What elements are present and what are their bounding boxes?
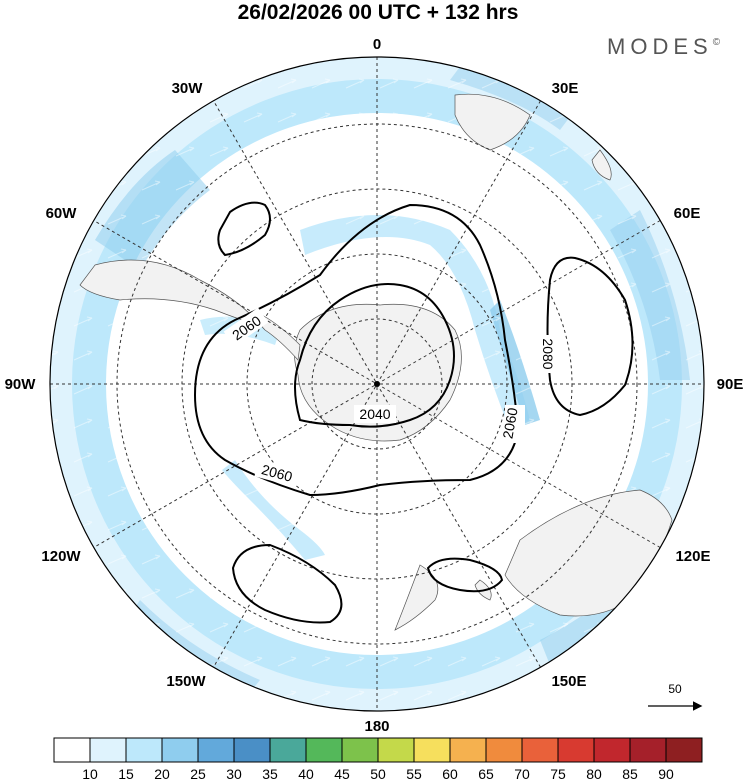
lon-label-150w: 150W [166,673,206,690]
contour-label-bg-5 [254,458,300,488]
colorbar-label: 55 [406,766,422,782]
meridian-150e [213,100,541,668]
lon-label-0: 0 [373,36,381,53]
colorbar-label: 60 [442,766,458,782]
colorbar-label: 20 [154,766,170,782]
colorbar-swatch [197,737,235,763]
colorbar-swatch [125,737,163,763]
lon-label-120e: 120E [675,548,710,565]
colorbar-label: 50 [370,766,386,782]
colorbar-label: 80 [586,766,602,782]
antarctica [294,304,462,442]
colorbar-swatch [485,737,523,763]
colorbar-label: 30 [226,766,242,782]
land-masses [79,93,673,631]
colorbar-swatch [269,737,307,763]
colorbar-swatch [53,737,91,763]
contour-small-high-west [217,201,271,257]
contour-label-bg-3 [505,405,525,443]
lon-label-30w: 30W [172,80,204,97]
colorbar-swatch [89,737,127,763]
contour-label-2: 2080 [540,338,556,369]
colorbar-label: 45 [334,766,350,782]
contour-label-bg-4 [354,405,396,423]
lon-label-90e: 90E [717,376,744,393]
colorbar: 10 15 20 25 30 35 40 45 50 55 60 65 70 75 80 85 90 [53,737,703,782]
contour-2060-main [193,203,520,497]
longitude-labels: 0 30E 60E 90E 120E 150E 180 150W 120W 90… [5,36,744,735]
colorbar-swatch [305,737,343,763]
meridian-30e [213,100,541,668]
colorbar-swatch [521,737,559,763]
colorbar-swatch [341,737,379,763]
colorbar-label: 90 [658,766,674,782]
contour-2060-south-east [426,557,504,593]
lon-label-60e: 60E [674,205,701,222]
brand-logo: MODES© [607,34,721,59]
contour-label-bg-2 [533,335,553,373]
meridian-60e [93,220,661,548]
colorbar-swatch [593,737,631,763]
colorbar-label: 65 [478,766,494,782]
colorbar-label: 15 [118,766,134,782]
contour-2060-south-west [231,543,343,624]
reference-vector-label: 50 [668,682,682,696]
lon-label-30e: 30E [552,80,579,97]
colorbar-swatch [161,737,199,763]
colorbar-label: 35 [262,766,278,782]
map-title: 26/02/2026 00 UTC + 132 hrs [238,1,519,24]
lon-label-90w: 90W [5,376,37,393]
madagascar [591,149,612,181]
colorbar-swatch [557,737,595,763]
colorbar-swatch [449,737,487,763]
colorbar-label: 25 [190,766,206,782]
map-disc-border [49,56,705,712]
colorbar-swatch [665,737,703,763]
lon-label-120w: 120W [41,548,81,565]
colorbar-label: 10 [82,766,98,782]
contour-2040 [294,283,455,428]
reference-vector: 50 [648,682,703,711]
africa-south [454,93,531,151]
colorbar-swatch [629,737,667,763]
meridian-120e [93,220,661,548]
colorbar-swatch [377,737,415,763]
lon-label-60w: 60W [46,205,78,222]
colorbar-label: 70 [514,766,530,782]
contour-label-3: 2060 [499,406,520,440]
colorbar-swatch [233,737,271,763]
colorbar-label: 75 [550,766,566,782]
colorbar-swatch [413,737,451,763]
contour-label-bg-1 [223,307,269,347]
pole-marker-icon [374,381,380,387]
lon-label-150e: 150E [551,673,586,690]
contour-label-5: 2060 [260,461,294,485]
lon-label-180: 180 [364,718,389,735]
contour-label-4: 2040 [359,406,390,422]
colorbar-label: 85 [622,766,638,782]
colorbar-label: 40 [298,766,314,782]
